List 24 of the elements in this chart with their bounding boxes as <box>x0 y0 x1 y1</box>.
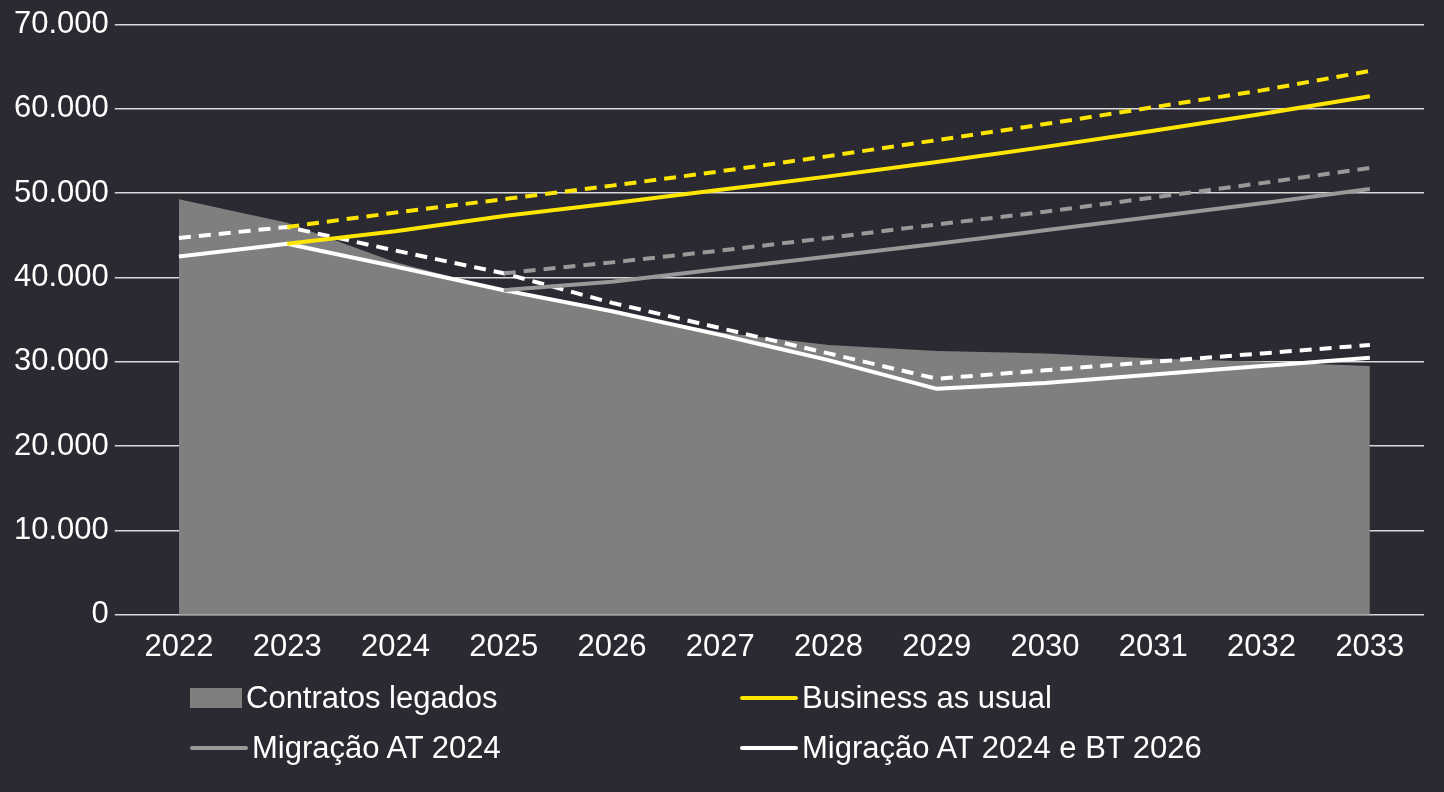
x-tick-label: 2032 <box>1227 627 1297 663</box>
y-tick-label: 70.000 <box>13 5 109 41</box>
x-tick-label: 2022 <box>144 627 214 663</box>
x-tick-label: 2029 <box>902 627 972 663</box>
legend-label: Migração AT 2024 <box>252 730 501 766</box>
x-tick-label: 2031 <box>1118 627 1188 663</box>
legend-label: Contratos legados <box>246 680 498 716</box>
y-tick-label: 40.000 <box>13 258 109 294</box>
x-tick-label: 2028 <box>794 627 864 663</box>
y-tick-label: 60.000 <box>13 89 109 125</box>
x-tick-label: 2024 <box>361 627 430 663</box>
y-tick-label: 50.000 <box>13 173 109 209</box>
x-tick-label: 2026 <box>577 627 647 663</box>
x-tick-label: 2025 <box>469 627 539 663</box>
y-tick-label: 30.000 <box>13 342 109 378</box>
legend-label: Migração AT 2024 e BT 2026 <box>802 730 1202 766</box>
x-tick-label: 2030 <box>1010 627 1080 663</box>
y-tick-label: 0 <box>91 595 109 631</box>
x-tick-label: 2023 <box>252 627 322 663</box>
y-tick-label: 10.000 <box>13 511 109 547</box>
x-tick-label: 2027 <box>685 627 755 663</box>
y-tick-label: 20.000 <box>13 426 109 462</box>
legend-label: Business as usual <box>802 680 1052 716</box>
x-tick-label: 2033 <box>1335 627 1405 663</box>
